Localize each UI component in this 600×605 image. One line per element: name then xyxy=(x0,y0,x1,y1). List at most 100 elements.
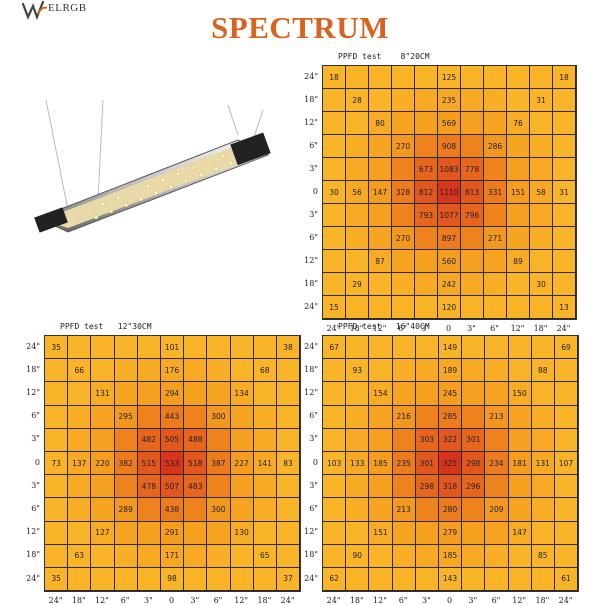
ppfd-cell xyxy=(530,204,553,227)
ppfd-cell xyxy=(68,498,92,522)
ppfd-cell: 1110 xyxy=(438,181,461,204)
ppfd-cell xyxy=(323,135,346,158)
ppfd-cell xyxy=(392,382,416,406)
ppfd-cell xyxy=(530,135,553,158)
ppfd-cell xyxy=(553,89,576,112)
ppfd-cell xyxy=(114,359,138,383)
ppfd-cell: 31 xyxy=(530,89,553,112)
ppfd-cell xyxy=(392,273,415,296)
ppfd-cell xyxy=(462,405,486,429)
ppfd-cell: 171 xyxy=(160,544,185,568)
ppfd-cell xyxy=(554,544,579,568)
ppfd-cell xyxy=(369,273,392,296)
ppfd-cell: 151 xyxy=(507,181,530,204)
ppfd-cell: 151 xyxy=(369,521,393,545)
y-axis-tick-label: 12" xyxy=(304,388,318,397)
ppfd-cell: 793 xyxy=(415,204,438,227)
ppfd-cell xyxy=(369,336,393,360)
ppfd-cell xyxy=(415,296,438,319)
y-axis-tick-label: 6" xyxy=(309,140,318,150)
ppfd-cell xyxy=(137,521,161,545)
ppfd-cell xyxy=(507,89,530,112)
ppfd-cell: 298 xyxy=(415,475,439,499)
logo-text: ELRGB xyxy=(48,2,87,14)
y-axis-tick-label: 18" xyxy=(26,550,40,560)
ppfd-cell: 318 xyxy=(438,475,463,499)
ppfd-cell: 28 xyxy=(346,89,369,112)
ppfd-cell: 569 xyxy=(438,112,461,135)
ppfd-cell xyxy=(554,521,579,545)
ppfd-cell xyxy=(230,544,254,568)
ppfd-heatmap-grid: 35 101 38 66 176 68 131 294 134 295 443 300 482 505 48… xyxy=(44,335,302,593)
ppfd-cell: 13 xyxy=(553,296,576,319)
ppfd-cell xyxy=(207,521,231,545)
ppfd-cell xyxy=(369,204,392,227)
ppfd-cell xyxy=(369,89,392,112)
ppfd-cell xyxy=(323,382,347,406)
ppfd-cell xyxy=(415,521,439,545)
ppfd-cell xyxy=(461,112,484,135)
ppfd-cell xyxy=(184,521,208,545)
ppfd-cell: 245 xyxy=(438,382,463,406)
x-axis-tick-label: 18" xyxy=(257,596,272,605)
y-axis-tick-label: 3" xyxy=(309,209,318,219)
ppfd-cell: 69 xyxy=(554,336,579,360)
ppfd-cell xyxy=(461,66,484,89)
ppfd-cell xyxy=(485,428,509,452)
ppfd-cell xyxy=(415,567,439,592)
ppfd-cell xyxy=(484,250,507,273)
ppfd-cell xyxy=(346,336,370,360)
ppfd-cell: 331 xyxy=(484,181,507,204)
grow-light-product-image xyxy=(28,99,278,254)
ppfd-cell: 300 xyxy=(207,405,231,429)
ppfd-cell: 31 xyxy=(553,181,576,204)
ppfd-cell: 125 xyxy=(438,66,461,89)
ppfd-cell: 235 xyxy=(438,89,461,112)
y-axis-tick-label: 3" xyxy=(309,480,318,490)
ppfd-cell xyxy=(346,428,370,452)
ppfd-cell xyxy=(114,336,138,360)
ppfd-cell xyxy=(276,428,301,452)
ppfd-cell xyxy=(346,158,369,181)
ppfd-cell: 505 xyxy=(160,428,185,452)
ppfd-cell xyxy=(323,158,346,181)
ppfd-cell xyxy=(184,498,208,522)
ppfd-cell: 270 xyxy=(392,227,415,250)
ppfd-cell xyxy=(230,405,254,429)
ppfd-cell xyxy=(369,544,393,568)
ppfd-cell xyxy=(392,66,415,89)
ppfd-cell: 150 xyxy=(508,382,532,406)
ppfd-cell xyxy=(45,521,69,545)
ppfd-cell: 812 xyxy=(415,181,438,204)
ppfd-cell xyxy=(184,359,208,383)
ppfd-cell xyxy=(369,567,393,592)
ppfd-cell xyxy=(484,66,507,89)
ppfd-cell: 209 xyxy=(485,498,509,522)
ppfd-cell xyxy=(415,498,439,522)
ppfd-cell: 18 xyxy=(323,66,346,89)
ppfd-cell xyxy=(507,227,530,250)
ppfd-cell: 1083 xyxy=(438,158,461,181)
ppfd-cell xyxy=(530,250,553,273)
ppfd-cell: 285 xyxy=(438,405,463,429)
ppfd-cell xyxy=(485,475,509,499)
ppfd-cell: 298 xyxy=(462,451,486,476)
ppfd-cell xyxy=(346,112,369,135)
ppfd-cell xyxy=(508,405,532,429)
x-axis-tick-label: 6" xyxy=(213,596,223,605)
ppfd-cell xyxy=(137,567,161,592)
y-axis-tick-label: 6" xyxy=(309,411,318,421)
ppfd-cell: 289 xyxy=(114,498,138,522)
y-axis-tick-label: 24" xyxy=(304,301,318,311)
ppfd-cell xyxy=(392,158,415,181)
ppfd-cell xyxy=(392,521,416,545)
ppfd-cell: 234 xyxy=(485,451,509,476)
y-axis-tick-label: 24" xyxy=(26,341,40,351)
y-axis-tick-label: 12" xyxy=(304,255,318,265)
ppfd-cell xyxy=(45,405,69,429)
ppfd-cell xyxy=(507,66,530,89)
ppfd-cell xyxy=(415,66,438,89)
ppfd-cell xyxy=(207,428,231,452)
ppfd-cell: 143 xyxy=(438,567,463,592)
ppfd-cell xyxy=(346,382,370,406)
